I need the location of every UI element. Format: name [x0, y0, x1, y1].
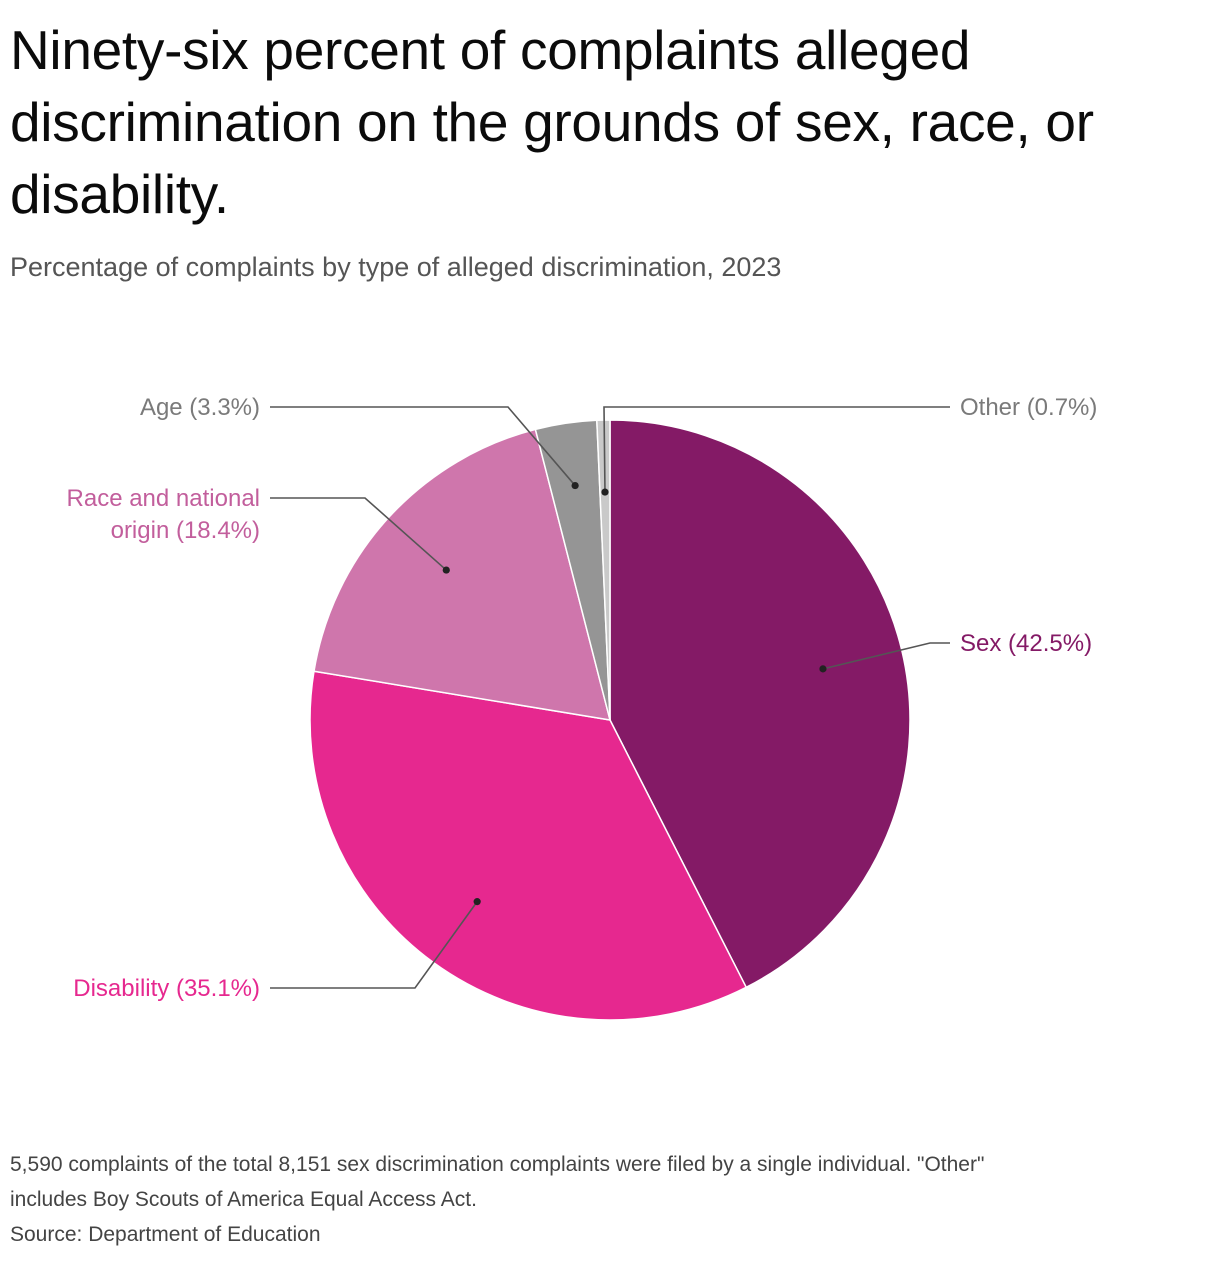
- leader-dot-race-and-national-origin: [442, 566, 450, 574]
- leader-dot-other: [601, 488, 609, 496]
- footnote-line-2: includes Boy Scouts of America Equal Acc…: [10, 1188, 477, 1211]
- leader-dot-disability: [473, 898, 481, 906]
- leader-dot-age: [571, 481, 579, 490]
- pie-chart: Sex (42.5%) Disability (35.1%) Race and na…: [67, 394, 1097, 1021]
- leader-line-age: [270, 406, 576, 487]
- source-note: Source: Department of Education: [10, 1223, 321, 1246]
- chart-subtitle: Percentage of complaints by type of alle…: [10, 252, 782, 282]
- leader-line-other: [603, 406, 950, 493]
- footnote-line-1: 5,590 complaints of the total 8,151 sex …: [10, 1153, 985, 1176]
- slice-label-disability: Disability (35.1%): [73, 975, 260, 1002]
- slice-label-line: origin (18.4%): [111, 517, 260, 544]
- slice-label-line: Race and national: [67, 485, 260, 512]
- leader-line-sex: [822, 642, 950, 670]
- slice-label-other: Other (0.7%): [960, 394, 1097, 421]
- slice-label-line: Disability (35.1%): [73, 975, 260, 1002]
- leader-line-race-and-national-origin: [270, 497, 447, 571]
- leader-dot-sex: [819, 665, 827, 673]
- slice-label-line: Other (0.7%): [960, 394, 1097, 421]
- pie-slice-race-and-national-origin: [313, 428, 611, 721]
- slice-label-line: Sex (42.5%): [960, 630, 1092, 657]
- chart-title: Ninety-six percent of complaints alleged…: [10, 19, 1094, 225]
- slice-label-age: Age (3.3%): [140, 394, 260, 421]
- leader-line-disability: [270, 901, 478, 989]
- slice-label-sex: Sex (42.5%): [960, 630, 1092, 657]
- slice-label-line: Age (3.3%): [140, 394, 260, 421]
- slice-label-race-and-national-origin: Race and national origin (18.4%): [67, 485, 260, 544]
